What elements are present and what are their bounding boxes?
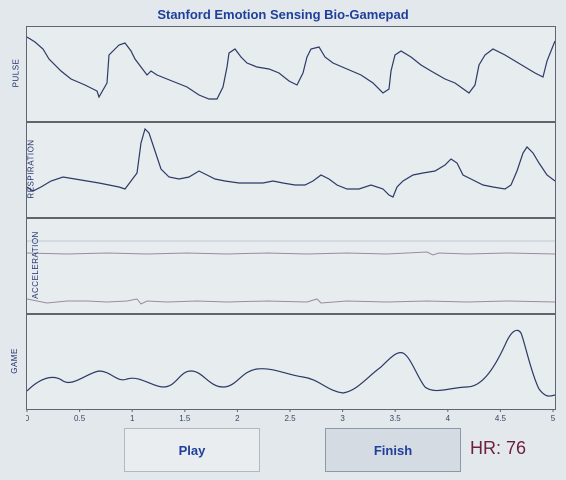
x-tick-label: 0 (26, 414, 30, 423)
respiration-trace-chart (27, 127, 555, 198)
pulse-panel (26, 26, 556, 122)
x-tick-label: 1.5 (179, 414, 191, 423)
x-tick-label: 1 (130, 414, 135, 423)
play-button[interactable]: Play (124, 428, 260, 472)
finish-button[interactable]: Finish (325, 428, 461, 472)
x-tick-label: 5 (551, 414, 556, 423)
window-title: Stanford Emotion Sensing Bio-Gamepad (157, 7, 409, 22)
x-tick-label: 2.5 (284, 414, 296, 423)
finish-button-label: Finish (373, 443, 413, 458)
acceleration-trace-top (27, 251, 555, 256)
pulse-trace-chart (27, 36, 555, 100)
respiration-label: RESPIRATION (26, 139, 36, 199)
acceleration-label: ACCELERATION (30, 231, 40, 299)
x-tick-label: 0.5 (74, 414, 86, 423)
respiration-trace (27, 127, 555, 198)
x-tick-label: 3.5 (390, 414, 402, 423)
game-panel (26, 314, 556, 410)
respiration-panel (26, 122, 556, 218)
acceleration-trace-bottom (27, 298, 555, 305)
game-trace-chart (27, 329, 555, 397)
game-trace (27, 329, 555, 397)
pulse-trace (27, 36, 555, 100)
plot-area: PULSE RESPIRATION ACCELERATION GAME 0 0.5… (10, 26, 556, 423)
game-label: GAME (9, 348, 19, 374)
heart-rate-readout: HR: 76 (470, 438, 527, 458)
x-tick-label: 3 (340, 414, 345, 423)
pulse-label: PULSE (11, 58, 21, 88)
x-tick-label: 4.5 (495, 414, 507, 423)
x-axis: 0 0.5 1 1.5 2 2.5 3 3.5 4 4.5 5 (26, 409, 556, 423)
x-tick-label: 2 (235, 414, 240, 423)
x-tick-label: 4 (446, 414, 451, 423)
acceleration-panel (26, 218, 556, 314)
acceleration-trace-chart (27, 240, 555, 305)
play-button-label: Play (178, 443, 206, 458)
